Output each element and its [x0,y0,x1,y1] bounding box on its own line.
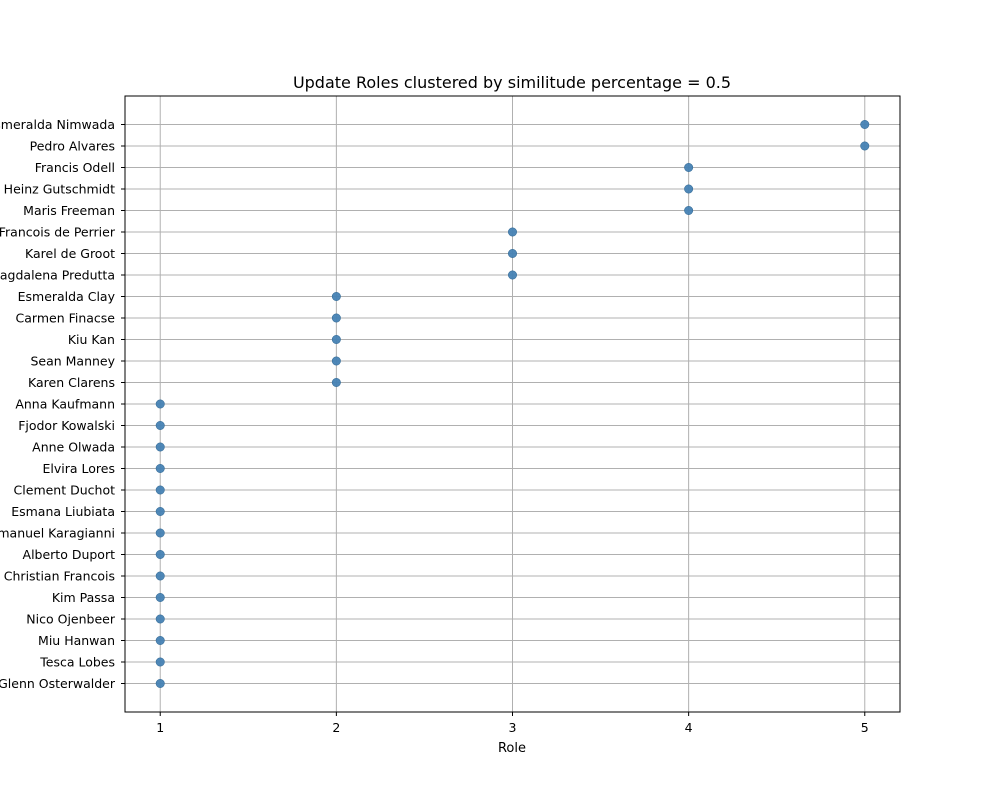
data-point [331,313,341,323]
y-tick-label: Miu Hanwan [38,633,115,648]
y-tick-label: Kiu Kan [68,332,115,347]
y-tick-label: Alberto Duport [23,547,116,562]
data-point [860,141,870,151]
y-tick-label: Maris Freeman [23,203,115,218]
x-tick-label: 1 [156,720,164,735]
y-tick-label: Magdalena Predutta [0,268,115,283]
data-point [331,334,341,344]
y-tick-label: Esmeralda Clay [18,289,116,304]
data-points [155,120,870,688]
x-tick-label: 2 [332,720,340,735]
chart-title: Update Roles clustered by similitude per… [293,73,731,92]
y-tick-label: Anne Olwada [32,440,115,455]
y-tick-label: Christian Francois [4,569,115,584]
data-point [860,120,870,130]
data-point [155,678,165,688]
y-tick-label: Glenn Osterwalder [0,676,116,691]
y-tick-labels: Esmeralda Nimwada Pedro Alvares Francis Od… [0,117,125,691]
data-point [155,528,165,538]
y-tick-label: Sean Manney [30,354,115,369]
y-tick-label: Kim Passa [52,590,115,605]
data-point [684,206,694,216]
grid-lines [125,96,900,712]
x-tick-label: 4 [685,720,693,735]
data-point [155,614,165,624]
data-point [684,184,694,194]
y-tick-label: Heinz Gutschmidt [4,182,115,197]
y-tick-label: Esmeralda Nimwada [0,117,115,132]
data-point [331,291,341,301]
data-point [155,442,165,452]
data-point [331,356,341,366]
data-point [331,377,341,387]
data-point [155,463,165,473]
y-tick-label: Pedro Alvares [30,139,115,154]
data-point [507,227,517,237]
data-point [155,506,165,516]
y-tick-label: Elvira Lores [43,461,115,476]
x-tick-label: 3 [509,720,517,735]
y-tick-label: Esmana Liubiata [11,504,115,519]
data-point [155,592,165,602]
data-point [155,549,165,559]
x-tick-label: 5 [861,720,869,735]
y-tick-label: Nico Ojenbeer [26,612,116,627]
data-point [155,635,165,645]
data-point [684,163,694,173]
data-point [155,571,165,581]
x-axis-label: Role [498,741,526,756]
plot-frame [124,95,901,713]
data-point [155,657,165,667]
x-tick-labels: 1 2 3 4 5 [156,712,869,735]
y-tick-label: Karel de Groot [25,246,115,261]
data-point [507,249,517,259]
y-tick-label: Carmen Finacse [16,311,116,326]
y-tick-label: Clement Duchot [14,483,116,498]
y-tick-label: Tesca Lobes [39,655,115,670]
data-point [155,399,165,409]
y-tick-label: Fjodor Kowalski [18,418,115,433]
data-point [155,485,165,495]
y-tick-label: Karen Clarens [28,375,115,390]
data-point [507,270,517,280]
data-point [155,420,165,430]
y-tick-label: Francois de Perrier [0,225,116,240]
y-tick-label: Francis Odell [35,160,115,175]
y-tick-label: Anna Kaufmann [15,397,115,412]
y-tick-label: Emanuel Karagianni [0,526,115,541]
